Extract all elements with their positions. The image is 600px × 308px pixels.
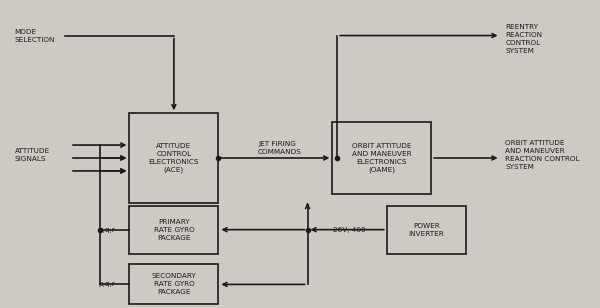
Text: p,q,r: p,q,r — [99, 227, 116, 233]
Text: ORBIT ATTITUDE
AND MANEUVER
REACTION CONTROL
SYSTEM: ORBIT ATTITUDE AND MANEUVER REACTION CON… — [505, 140, 580, 170]
Bar — [332, 122, 431, 194]
Text: p,q,r: p,q,r — [99, 282, 116, 287]
Text: PRIMARY
RATE GYRO
PACKAGE: PRIMARY RATE GYRO PACKAGE — [154, 219, 194, 241]
Text: 26V, 400~: 26V, 400~ — [332, 227, 371, 233]
Text: ATTITUDE
SIGNALS: ATTITUDE SIGNALS — [14, 148, 50, 162]
Bar — [130, 265, 218, 304]
Text: MODE
SELECTION: MODE SELECTION — [14, 29, 55, 43]
Text: JET FIRING
COMMANDS: JET FIRING COMMANDS — [258, 141, 302, 155]
Text: REENTRY
REACTION
CONTROL
SYSTEM: REENTRY REACTION CONTROL SYSTEM — [505, 23, 542, 54]
Bar — [130, 113, 218, 203]
Text: POWER
INVERTER: POWER INVERTER — [409, 223, 444, 237]
Text: ORBIT ATTITUDE
AND MANEUVER
ELECTRONICS
(OAME): ORBIT ATTITUDE AND MANEUVER ELECTRONICS … — [352, 143, 412, 173]
Bar — [387, 206, 466, 253]
Text: ATTITUDE
CONTROL
ELECTRONICS
(ACE): ATTITUDE CONTROL ELECTRONICS (ACE) — [149, 143, 199, 173]
Text: SECONDARY
RATE GYRO
PACKAGE: SECONDARY RATE GYRO PACKAGE — [152, 274, 196, 295]
Bar — [130, 206, 218, 253]
